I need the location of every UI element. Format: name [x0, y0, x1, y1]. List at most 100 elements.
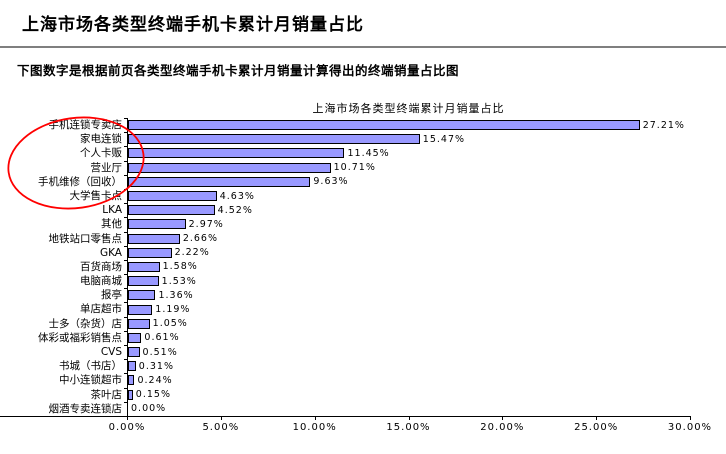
chart-row: 个人卡贩 11.45% — [0, 146, 690, 161]
category-label: 地铁站口零售点 — [48, 232, 123, 245]
chart-row: GKA 2.22% — [0, 245, 690, 260]
x-tick-label: 30.00% — [667, 422, 713, 433]
category-label: 个人卡贩 — [80, 147, 122, 160]
category-label: 百货商场 — [80, 260, 122, 273]
page-title: 上海市场各类型终端手机卡累计月销量占比 — [22, 15, 364, 35]
x-tick-label: 25.00% — [574, 422, 619, 433]
x-tick-mark — [408, 416, 410, 420]
category-label: 大学售卡点 — [69, 189, 123, 202]
bar-track: 2.22% — [124, 245, 690, 260]
bar — [128, 389, 133, 400]
value-label: 4.63% — [219, 190, 255, 202]
bar-track: 4.63% — [124, 188, 690, 204]
bar — [128, 290, 156, 301]
value-label: 0.00% — [131, 403, 167, 415]
x-tick-label: 5.00% — [202, 422, 240, 433]
category-label: 电脑商城 — [80, 275, 122, 288]
category-label: 体彩或福彩销售点 — [38, 331, 122, 344]
x-tick-mark — [690, 416, 691, 420]
chart-row: 士多（杂货）店 1.05% — [0, 316, 690, 331]
x-tick-label: 0.00% — [108, 422, 146, 433]
bar — [128, 233, 180, 244]
bar-track: 0.51% — [124, 345, 690, 360]
bar-track: 0.00% — [124, 401, 690, 416]
bar-track: 0.15% — [124, 387, 690, 402]
category-label: 报亭 — [101, 289, 122, 302]
x-tick-mark — [596, 416, 598, 420]
x-tick-label: 20.00% — [480, 422, 525, 433]
category-label: 手机维修（回收） — [38, 175, 122, 188]
chart-row: 中小连锁超市 0.24% — [0, 373, 690, 388]
category-label: 手机连锁专卖店 — [48, 119, 123, 131]
title-divider — [0, 46, 726, 48]
bar-track: 4.52% — [124, 203, 690, 218]
bar-track: 15.47% — [124, 132, 690, 147]
chart-row: 手机维修（回收） 9.63% — [0, 174, 690, 189]
bar — [128, 276, 159, 287]
value-label: 0.24% — [137, 374, 173, 386]
chart-row: 大学售卡点 4.63% — [0, 188, 690, 204]
bar-chart: 上海市场各类型终端累计月销量占比 手机连锁专卖店 27.21% 家电连锁 15.47%… — [0, 92, 726, 454]
bar-track: 10.71% — [124, 160, 690, 175]
category-label: 士多（杂货）店 — [48, 317, 123, 330]
chart-row: 营业厅 10.71% — [0, 160, 690, 175]
value-label: 27.21% — [642, 119, 685, 131]
value-label: 11.45% — [347, 147, 390, 159]
value-label: 2.97% — [188, 218, 224, 230]
x-tick-label: 10.00% — [292, 422, 337, 433]
value-label: 0.31% — [138, 360, 174, 372]
chart-row: 手机连锁专卖店 27.21% — [0, 118, 690, 133]
bar-track: 9.63% — [124, 174, 690, 189]
category-label: 茶叶店 — [90, 388, 123, 401]
value-label: 0.15% — [135, 389, 171, 401]
chart-row: 体彩或福彩销售点 0.61% — [0, 330, 690, 345]
category-label: 中小连锁超市 — [59, 374, 122, 387]
value-label: 9.63% — [313, 176, 349, 188]
bar-track: 0.24% — [124, 373, 690, 388]
value-label: 1.53% — [161, 275, 197, 287]
bar — [128, 361, 136, 372]
chart-row: 单店超市 1.19% — [0, 302, 690, 317]
category-label: 营业厅 — [90, 161, 123, 174]
bar-track: 2.97% — [124, 217, 690, 232]
bar-track: 1.58% — [124, 259, 690, 275]
value-label: 4.52% — [217, 204, 253, 216]
value-label: 1.19% — [155, 304, 191, 316]
plot-rows: 手机连锁专卖店 27.21% 家电连锁 15.47% 个人卡贩 11.45% 营业厅 10.7… — [0, 118, 690, 417]
x-tick-mark — [127, 416, 128, 420]
value-label: 0.51% — [142, 346, 178, 358]
chart-row: 其他 2.97% — [0, 217, 690, 232]
chart-row: 书城（书店） 0.31% — [0, 359, 690, 374]
value-label: 2.22% — [174, 247, 210, 259]
category-label: 烟酒专卖连锁店 — [48, 402, 123, 415]
category-label: LKA — [102, 204, 122, 217]
bar — [128, 261, 160, 272]
chart-row: 地铁站口零售点 2.66% — [0, 231, 690, 246]
category-label: 其他 — [101, 218, 122, 231]
x-tick-mark — [220, 416, 222, 420]
category-label: CVS — [100, 346, 122, 358]
bar-track: 11.45% — [124, 146, 690, 161]
category-label: 单店超市 — [80, 303, 122, 316]
chart-row: 电脑商城 1.53% — [0, 274, 690, 289]
bar — [128, 347, 140, 358]
bar — [128, 205, 215, 216]
bar — [128, 134, 420, 145]
bar-track: 1.36% — [124, 288, 690, 303]
chart-row: CVS 0.51% — [0, 345, 690, 360]
x-axis: 0.00% 5.00% 10.00% 15.00% 20.00% 25.00% 30.00% — [109, 416, 711, 438]
chart-title: 上海市场各类型终端累计月销量占比 — [312, 102, 505, 115]
chart-row: 茶叶店 0.15% — [0, 387, 690, 402]
bar-track: 0.31% — [124, 359, 690, 374]
bar — [128, 191, 217, 202]
bar-track: 27.21% — [124, 118, 690, 133]
bar-track: 1.19% — [124, 302, 690, 317]
value-label: 15.47% — [422, 133, 466, 145]
bar-track: 0.61% — [124, 330, 690, 345]
x-tick-mark — [502, 416, 504, 420]
category-label: 家电连锁 — [80, 133, 122, 146]
value-label: 1.58% — [162, 261, 198, 273]
chart-row: 烟酒专卖连锁店 0.00% — [0, 401, 690, 416]
chart-row: 家电连锁 15.47% — [0, 132, 690, 147]
